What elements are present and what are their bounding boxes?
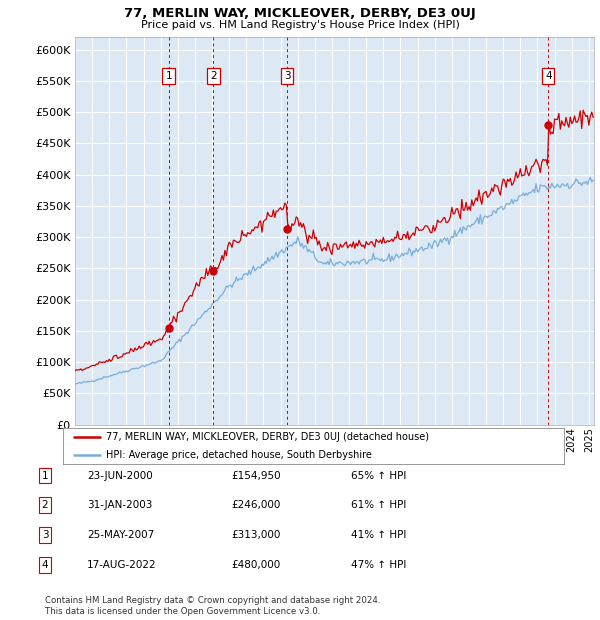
Text: 3: 3 [41, 530, 49, 540]
Text: 4: 4 [545, 71, 551, 81]
Text: 25-MAY-2007: 25-MAY-2007 [87, 530, 154, 540]
Text: 1: 1 [166, 71, 172, 81]
Text: £313,000: £313,000 [231, 530, 280, 540]
Text: Contains HM Land Registry data © Crown copyright and database right 2024.
This d: Contains HM Land Registry data © Crown c… [45, 596, 380, 616]
Text: 77, MERLIN WAY, MICKLEOVER, DERBY, DE3 0UJ: 77, MERLIN WAY, MICKLEOVER, DERBY, DE3 0… [124, 7, 476, 20]
Text: £154,950: £154,950 [231, 471, 281, 480]
Text: HPI: Average price, detached house, South Derbyshire: HPI: Average price, detached house, Sout… [106, 450, 371, 460]
Text: 2: 2 [210, 71, 217, 81]
Text: £480,000: £480,000 [231, 560, 280, 570]
Text: 31-JAN-2003: 31-JAN-2003 [87, 500, 152, 510]
Text: 65% ↑ HPI: 65% ↑ HPI [351, 471, 406, 480]
Text: 77, MERLIN WAY, MICKLEOVER, DERBY, DE3 0UJ (detached house): 77, MERLIN WAY, MICKLEOVER, DERBY, DE3 0… [106, 432, 428, 442]
Text: £246,000: £246,000 [231, 500, 280, 510]
Text: Price paid vs. HM Land Registry's House Price Index (HPI): Price paid vs. HM Land Registry's House … [140, 20, 460, 30]
Text: 3: 3 [284, 71, 290, 81]
Text: 23-JUN-2000: 23-JUN-2000 [87, 471, 153, 480]
Text: 47% ↑ HPI: 47% ↑ HPI [351, 560, 406, 570]
Text: 2: 2 [41, 500, 49, 510]
Text: 61% ↑ HPI: 61% ↑ HPI [351, 500, 406, 510]
Text: 41% ↑ HPI: 41% ↑ HPI [351, 530, 406, 540]
Text: 17-AUG-2022: 17-AUG-2022 [87, 560, 157, 570]
Text: 1: 1 [41, 471, 49, 480]
Text: 4: 4 [41, 560, 49, 570]
